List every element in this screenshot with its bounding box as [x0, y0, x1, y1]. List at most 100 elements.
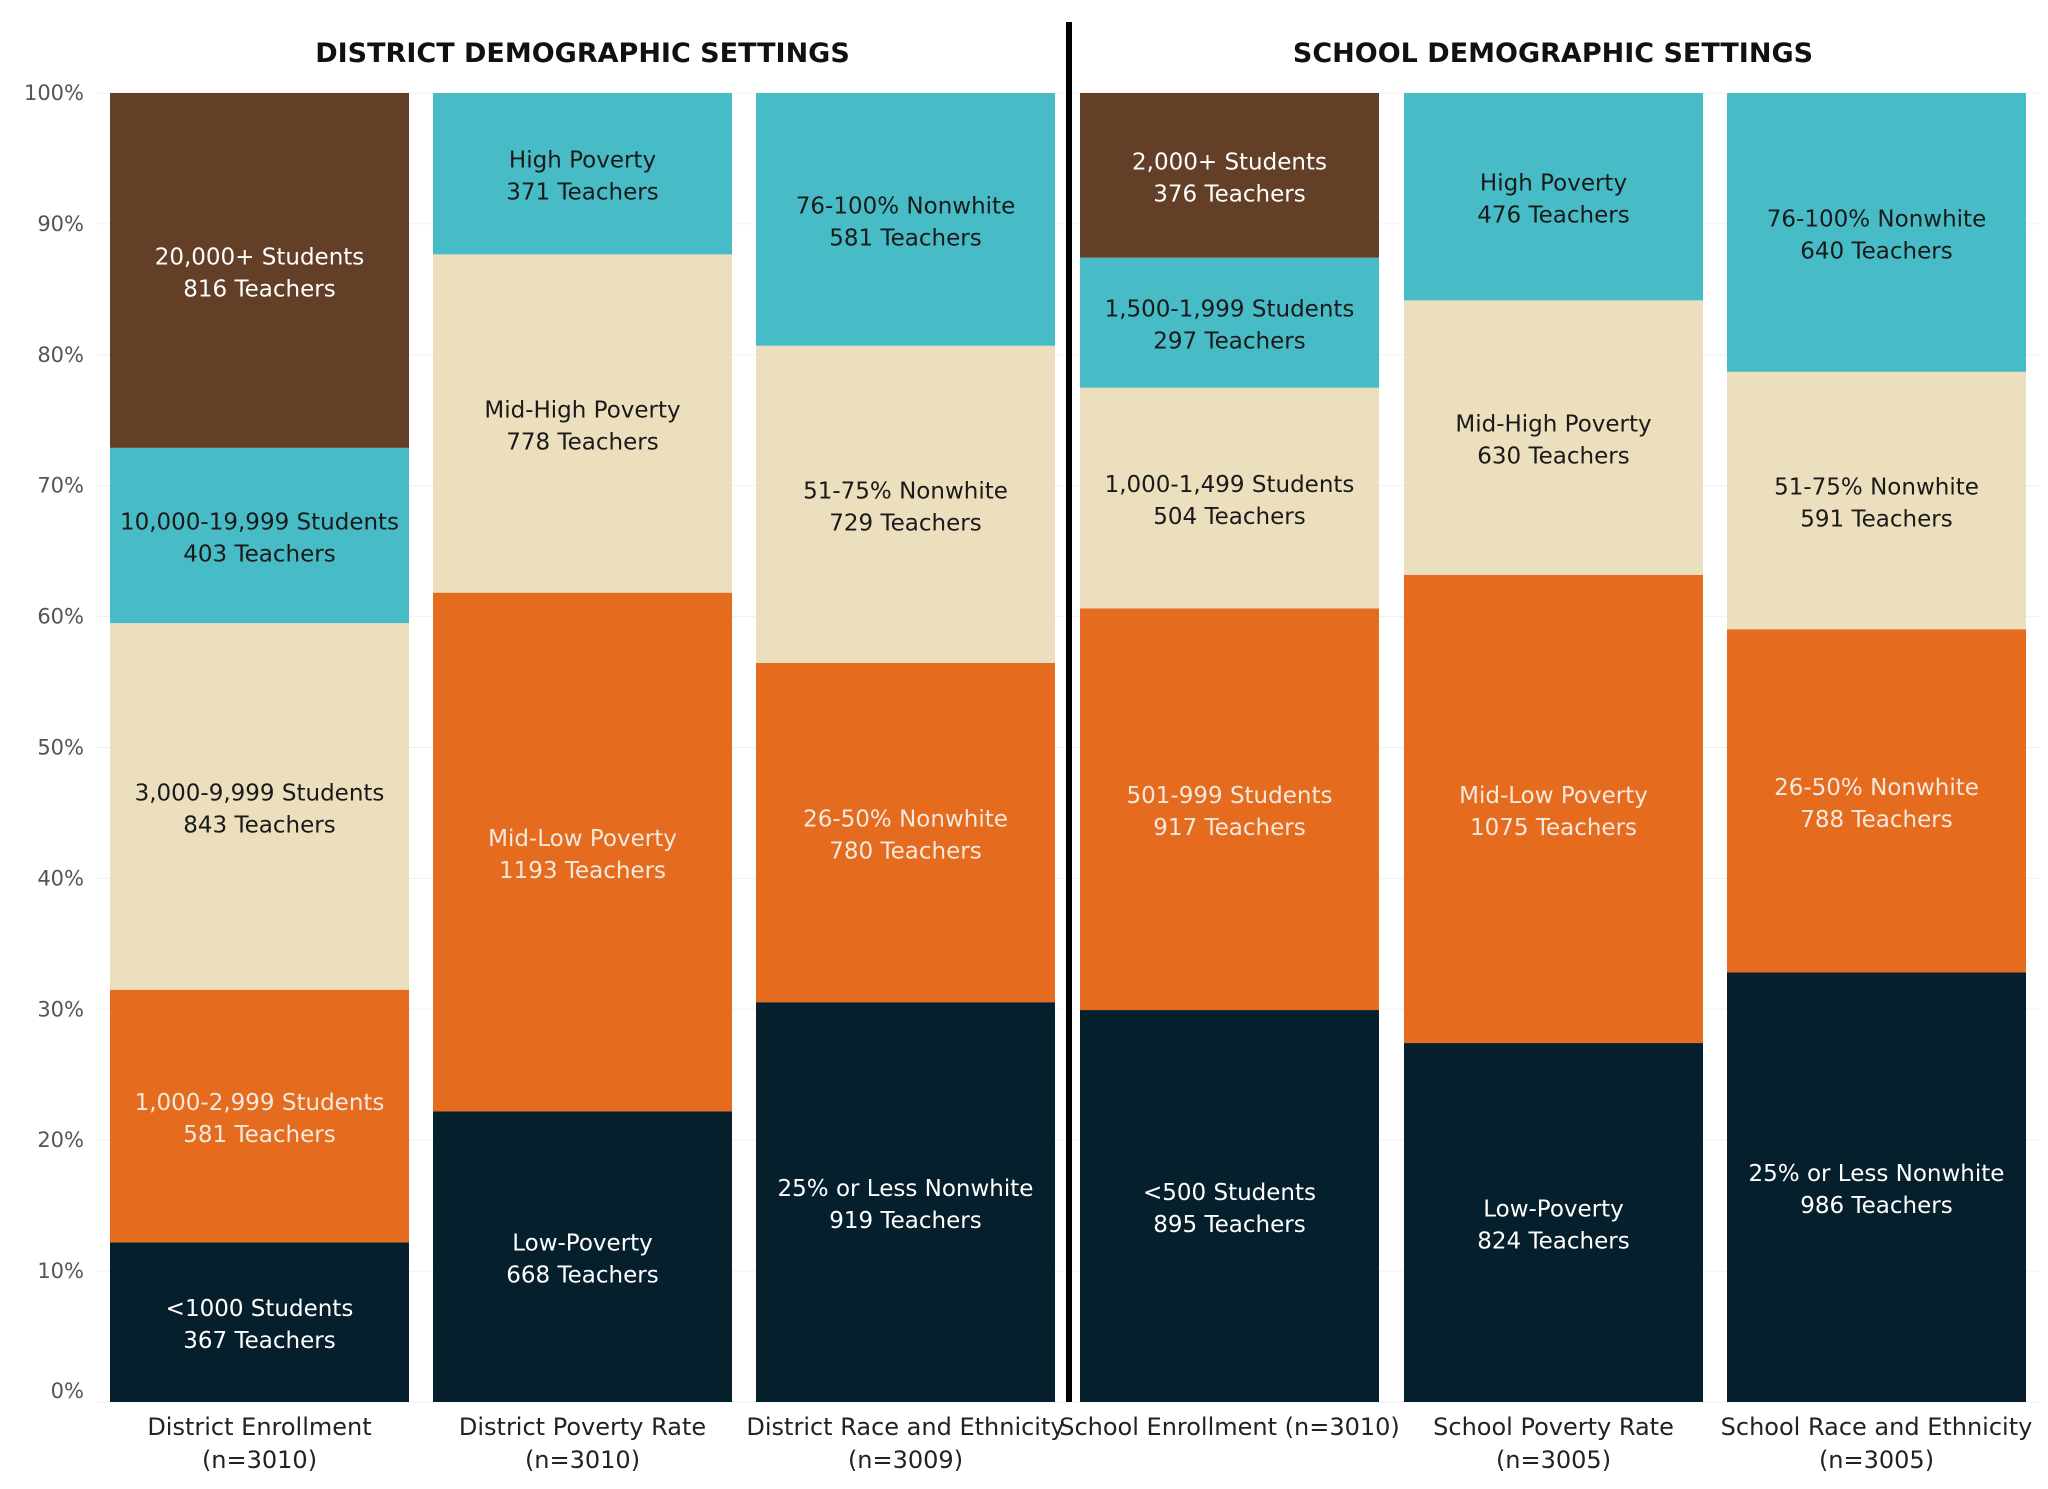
segment-teachers-label: 919 Teachers	[829, 1208, 981, 1234]
bar-segment	[110, 93, 409, 448]
bar-segment	[1727, 629, 2026, 973]
segment-teachers-label: 1193 Teachers	[499, 858, 666, 884]
segment-name-label: Mid-High Poverty	[484, 398, 680, 424]
y-tick-label: 70%	[37, 474, 84, 498]
bar-segment	[1080, 387, 1379, 609]
y-tick-label: 100%	[24, 81, 84, 105]
bar-segment	[1080, 93, 1379, 258]
category-sample-size: (n=3005)	[1496, 1446, 1611, 1474]
segment-name-label: 20,000+ Students	[155, 244, 365, 270]
segment-teachers-label: 780 Teachers	[829, 839, 981, 865]
segment-teachers-label: 581 Teachers	[183, 1122, 335, 1148]
bar-segment	[756, 345, 1055, 663]
segment-teachers-label: 371 Teachers	[506, 180, 658, 206]
segment-teachers-label: 1075 Teachers	[1470, 815, 1637, 841]
y-tick-label: 0%	[51, 1379, 84, 1403]
y-tick-label: 10%	[37, 1259, 84, 1283]
category-label: District Race and Ethnicity	[746, 1413, 1064, 1441]
y-axis-ticks: 0% 10% 20% 30% 40% 50% 60% 70% 80% 90% 100%	[24, 81, 84, 1403]
bar-segment	[756, 1002, 1055, 1402]
category-sample-size: (n=3010)	[525, 1446, 640, 1474]
y-tick-label: 90%	[37, 212, 84, 236]
bars: <1000 Students 367 Teachers 1,000-2,999 St…	[110, 93, 2026, 1402]
y-tick-label: 50%	[37, 736, 84, 760]
category-label: School Race and Ethnicity	[1721, 1413, 2033, 1441]
segment-name-label: <500 Students	[1143, 1180, 1316, 1206]
bar-segment	[1727, 371, 2026, 630]
category-sample-size: (n=3010)	[202, 1446, 317, 1474]
category-label: District Poverty Rate	[459, 1413, 706, 1441]
segment-name-label: Mid-Low Poverty	[1459, 783, 1648, 809]
bar-segment	[1080, 1010, 1379, 1402]
segment-name-label: 2,000+ Students	[1132, 149, 1327, 175]
segment-name-label: 76-100% Nonwhite	[1767, 206, 1986, 232]
segment-teachers-label: 668 Teachers	[506, 1263, 658, 1289]
segment-name-label: 25% or Less Nonwhite	[1749, 1161, 2005, 1187]
category-labels: District Enrollment (n=3010) District Pove…	[147, 1413, 2032, 1474]
bar-segment	[1404, 300, 1703, 575]
bar-segment	[433, 592, 732, 1112]
segment-teachers-label: 640 Teachers	[1800, 238, 1952, 264]
segment-name-label: 10,000-19,999 Students	[120, 509, 399, 535]
segment-teachers-label: 816 Teachers	[183, 276, 335, 302]
segment-teachers-label: 729 Teachers	[829, 510, 981, 536]
bar-segment	[433, 1111, 732, 1402]
y-tick-label: 60%	[37, 605, 84, 629]
bar-segment	[1080, 608, 1379, 1011]
y-tick-label: 30%	[37, 997, 84, 1021]
y-tick-label: 40%	[37, 866, 84, 890]
segment-name-label: <1000 Students	[166, 1296, 354, 1322]
group-title: SCHOOL DEMOGRAPHIC SETTINGS	[1293, 38, 1813, 69]
segment-name-label: High Poverty	[509, 148, 656, 174]
segment-teachers-label: 504 Teachers	[1153, 504, 1305, 530]
segment-teachers-label: 778 Teachers	[506, 430, 658, 456]
segment-name-label: 25% or Less Nonwhite	[778, 1176, 1034, 1202]
segment-name-label: 26-50% Nonwhite	[803, 807, 1008, 833]
segment-name-label: Mid-High Poverty	[1455, 412, 1651, 438]
segment-teachers-label: 591 Teachers	[1800, 507, 1952, 533]
bar-segment	[1404, 93, 1703, 301]
bar-segment	[1404, 1043, 1703, 1402]
segment-name-label: 26-50% Nonwhite	[1774, 775, 1979, 801]
segment-name-label: Low-Poverty	[1483, 1197, 1624, 1223]
bar-segment	[110, 623, 409, 990]
segment-name-label: 1,500-1,999 Students	[1105, 297, 1355, 323]
segment-teachers-label: 986 Teachers	[1800, 1193, 1952, 1219]
segment-teachers-label: 376 Teachers	[1153, 181, 1305, 207]
segment-name-label: 51-75% Nonwhite	[803, 478, 1008, 504]
bar-segment	[1727, 972, 2026, 1402]
segment-teachers-label: 476 Teachers	[1477, 203, 1629, 229]
bar-segment	[1727, 93, 2026, 372]
segment-teachers-label: 824 Teachers	[1477, 1229, 1629, 1255]
bar-segment	[756, 662, 1055, 1003]
group-title: DISTRICT DEMOGRAPHIC SETTINGS	[315, 38, 850, 69]
category-label: School Poverty Rate	[1433, 1413, 1674, 1441]
bar-segment	[756, 93, 1055, 346]
segment-teachers-label: 917 Teachers	[1153, 815, 1305, 841]
bar-segment	[1404, 574, 1703, 1044]
segment-teachers-label: 367 Teachers	[183, 1328, 335, 1354]
segment-teachers-label: 843 Teachers	[183, 812, 335, 838]
segment-teachers-label: 297 Teachers	[1153, 329, 1305, 355]
category-label: District Enrollment	[147, 1413, 371, 1441]
segment-name-label: 76-100% Nonwhite	[796, 193, 1015, 219]
bar-segment	[110, 989, 409, 1243]
bar-segment	[1080, 257, 1379, 388]
segment-teachers-label: 630 Teachers	[1477, 444, 1629, 470]
category-label: School Enrollment (n=3010)	[1059, 1413, 1400, 1441]
segment-teachers-label: 788 Teachers	[1800, 807, 1952, 833]
bar-segment	[110, 447, 409, 624]
segment-name-label: 51-75% Nonwhite	[1774, 475, 1979, 501]
segment-teachers-label: 895 Teachers	[1153, 1212, 1305, 1238]
category-sample-size: (n=3005)	[1819, 1446, 1934, 1474]
y-tick-label: 20%	[37, 1128, 84, 1152]
segment-name-label: 501-999 Students	[1127, 783, 1333, 809]
segment-name-label: 1,000-1,499 Students	[1105, 472, 1355, 498]
segment-name-label: 1,000-2,999 Students	[135, 1090, 385, 1116]
category-sample-size: (n=3009)	[848, 1446, 963, 1474]
bar-segment	[110, 1242, 409, 1402]
bar-segment	[433, 93, 732, 255]
y-tick-label: 80%	[37, 343, 84, 367]
bar-segment	[433, 254, 732, 593]
